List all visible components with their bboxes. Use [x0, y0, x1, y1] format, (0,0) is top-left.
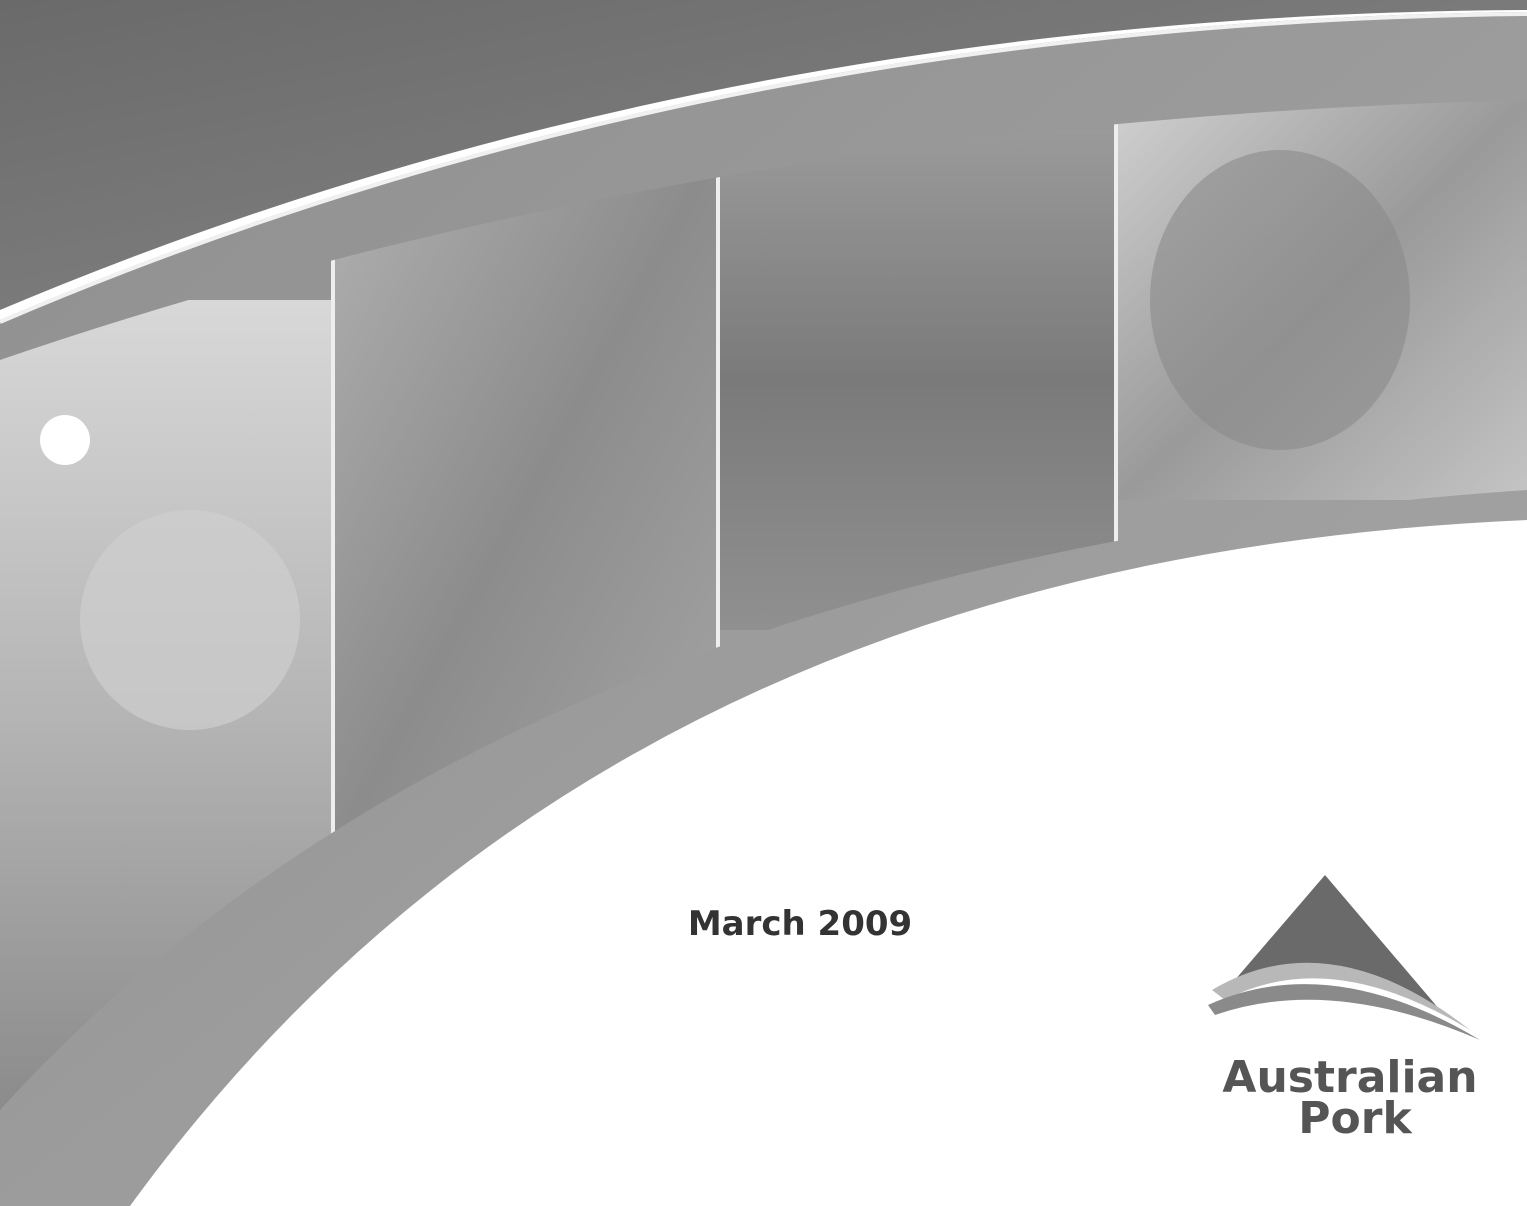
photo-detail [1150, 150, 1410, 450]
logo: Australian Pork [1208, 875, 1480, 1144]
cover: March 2009 Australian Pork [0, 0, 1527, 1206]
punch-hole [40, 415, 90, 465]
page: March 2009 Australian Pork (() => { cons… [0, 0, 1527, 1206]
date: March 2009 [688, 904, 912, 944]
photo-detail [80, 510, 300, 730]
logo-text: Pork [1298, 1093, 1413, 1144]
